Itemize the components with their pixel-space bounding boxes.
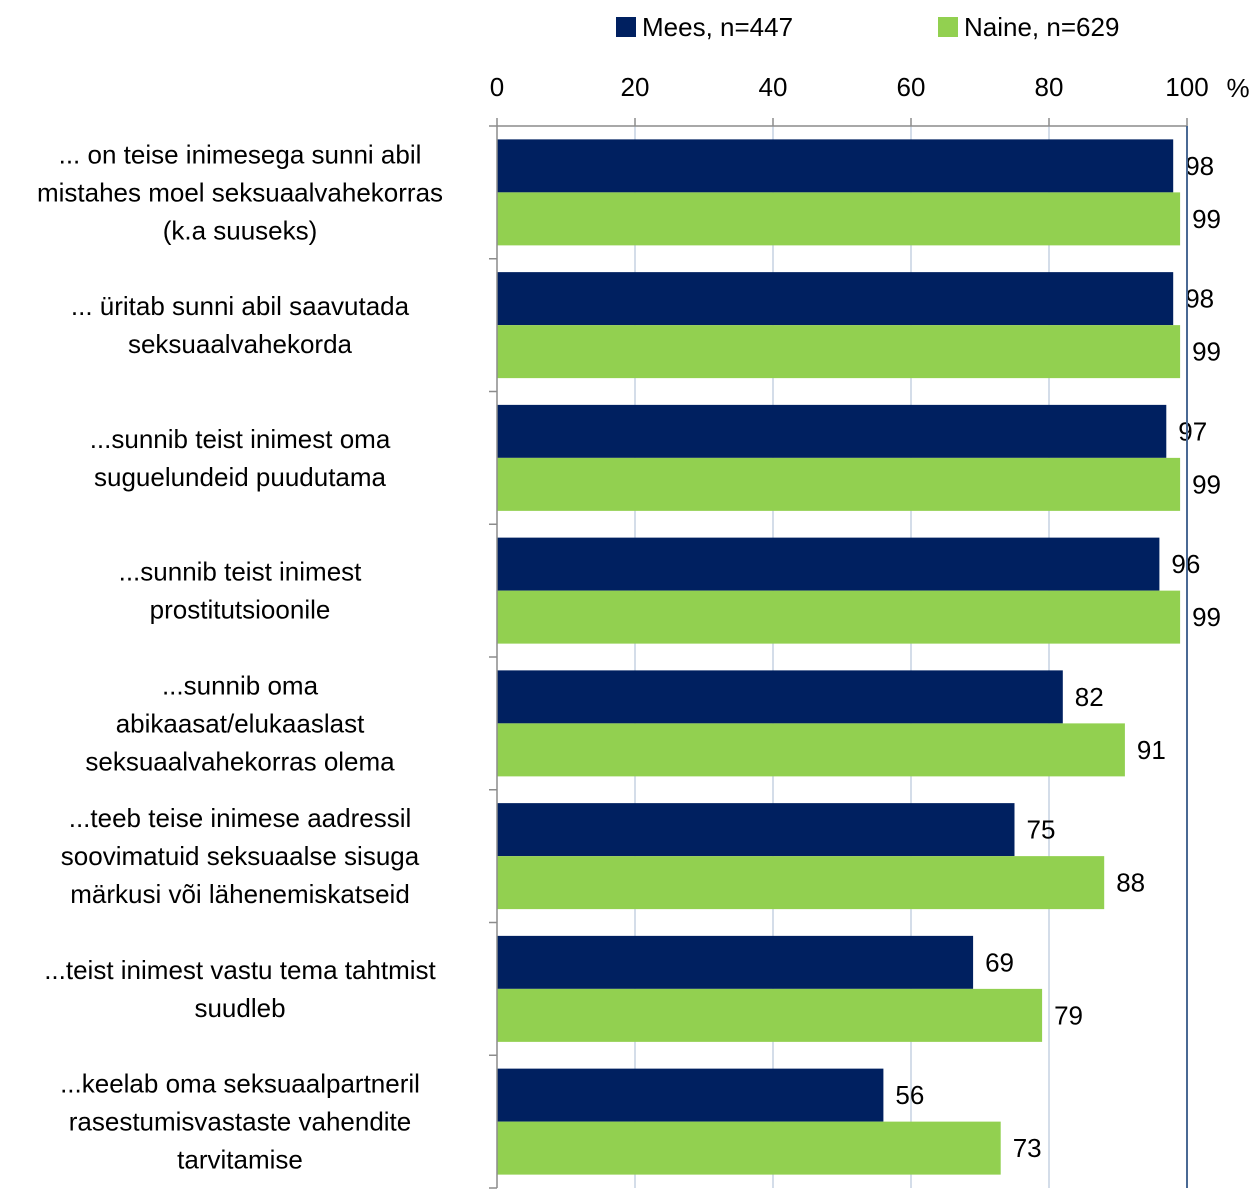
x-tick-label: 40 xyxy=(759,72,788,102)
data-label: 69 xyxy=(985,947,1014,977)
category-label: ...sunnib oma xyxy=(162,670,319,700)
data-label: 56 xyxy=(895,1080,924,1110)
bar-naine xyxy=(497,192,1181,246)
bars: 98 99 98 99 97 99 96 99 82 91 75 88 69 79 56 73 xyxy=(497,139,1221,1175)
category-label: soovimatuid seksuaalse sisuga xyxy=(61,841,420,871)
data-label: 99 xyxy=(1192,204,1221,234)
x-axis-ticks: 0 20 40 60 80 100 xyxy=(490,72,1209,126)
bar-naine xyxy=(497,856,1105,910)
category-label: ... üritab sunni abil saavutada xyxy=(71,291,410,321)
legend-swatch xyxy=(616,17,636,37)
unit-label: % xyxy=(1226,73,1249,103)
category-label: suguelundeid puudutama xyxy=(94,462,387,492)
category-label: märkusi või lähenemiskatseid xyxy=(70,879,410,909)
x-tick-label: 60 xyxy=(897,72,926,102)
legend-label: Naine, n=629 xyxy=(964,12,1119,42)
bar-naine xyxy=(497,723,1125,777)
bar-mees xyxy=(497,139,1174,193)
bar-mees xyxy=(497,537,1160,591)
category-label: prostitutsioonile xyxy=(150,595,331,625)
category-label: seksuaalvahekorda xyxy=(128,329,353,359)
category-label: ...sunnib teist inimest oma xyxy=(90,424,391,454)
data-label: 96 xyxy=(1171,549,1200,579)
x-tick-label: 100 xyxy=(1165,72,1208,102)
data-label: 91 xyxy=(1137,735,1166,765)
bar-naine xyxy=(497,325,1181,379)
data-label: 99 xyxy=(1192,337,1221,367)
category-label: ... on teise inimesega sunni abil xyxy=(59,139,422,169)
category-label: mistahes moel seksuaalvahekorras xyxy=(37,177,443,207)
bar-mees xyxy=(497,803,1015,857)
category-label: abikaasat/elukaaslast xyxy=(116,708,365,738)
data-label: 98 xyxy=(1185,284,1214,314)
bar-naine xyxy=(497,590,1181,644)
bar-mees xyxy=(497,935,974,989)
category-label: rasestumisvastaste vahendite xyxy=(69,1107,412,1137)
bar-naine xyxy=(497,1121,1001,1175)
bar-mees xyxy=(497,272,1174,326)
category-labels: ... on teise inimesega sunni abil mistahe… xyxy=(37,139,443,1174)
legend-swatch xyxy=(938,17,958,37)
bar-mees xyxy=(497,404,1167,458)
legend: Mees, n=447 Naine, n=629 xyxy=(616,12,1119,42)
category-label: ...keelab oma seksuaalpartneril xyxy=(60,1069,420,1099)
category-label: ...teist inimest vastu tema tahtmist xyxy=(44,955,436,985)
x-tick-label: 20 xyxy=(621,72,650,102)
bar-mees xyxy=(497,670,1063,724)
category-label: ...teeb teise inimese aadressil xyxy=(69,803,412,833)
data-label: 99 xyxy=(1192,602,1221,632)
data-label: 79 xyxy=(1054,1000,1083,1030)
bar-naine xyxy=(497,457,1181,511)
bar-naine xyxy=(497,988,1043,1042)
data-label: 75 xyxy=(1027,815,1056,845)
category-label: (k.a suuseks) xyxy=(163,215,318,245)
category-label: suudleb xyxy=(194,993,285,1023)
x-tick-label: 80 xyxy=(1035,72,1064,102)
data-label: 73 xyxy=(1013,1133,1042,1163)
data-label: 98 xyxy=(1185,151,1214,181)
axes xyxy=(489,125,1188,1189)
category-label: ...sunnib teist inimest xyxy=(119,557,363,587)
bar-mees xyxy=(497,1068,884,1122)
category-label: tarvitamise xyxy=(177,1145,303,1175)
data-label: 97 xyxy=(1178,416,1207,446)
x-tick-label: 0 xyxy=(490,72,504,102)
data-label: 82 xyxy=(1075,682,1104,712)
data-label: 88 xyxy=(1116,868,1145,898)
legend-label: Mees, n=447 xyxy=(642,12,793,42)
data-label: 99 xyxy=(1192,469,1221,499)
category-label: seksuaalvahekorras olema xyxy=(85,746,395,776)
